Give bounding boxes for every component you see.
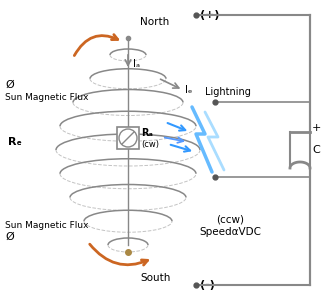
Text: Iₐ: Iₐ — [133, 59, 140, 69]
Text: Ø: Ø — [5, 232, 14, 242]
Text: (cw): (cw) — [141, 140, 159, 149]
Text: SpeedαVDC: SpeedαVDC — [199, 227, 261, 237]
Text: (+): (+) — [200, 10, 219, 20]
Text: South: South — [140, 273, 170, 283]
Text: Iₑ: Iₑ — [185, 85, 192, 95]
Text: Sun Magnetic Flux: Sun Magnetic Flux — [5, 220, 88, 230]
Text: North: North — [140, 17, 169, 27]
Text: Lightning: Lightning — [205, 87, 251, 97]
Text: Rₑ: Rₑ — [8, 137, 22, 147]
FancyBboxPatch shape — [117, 127, 139, 149]
Text: C: C — [312, 145, 320, 155]
Circle shape — [119, 129, 137, 147]
Text: Ø: Ø — [5, 80, 14, 90]
Text: Sun Magnetic Flux: Sun Magnetic Flux — [5, 92, 88, 101]
Text: (ccw): (ccw) — [216, 215, 244, 225]
Text: Rₐ: Rₐ — [141, 128, 153, 138]
Text: +: + — [312, 123, 321, 133]
Text: (-): (-) — [200, 280, 215, 290]
